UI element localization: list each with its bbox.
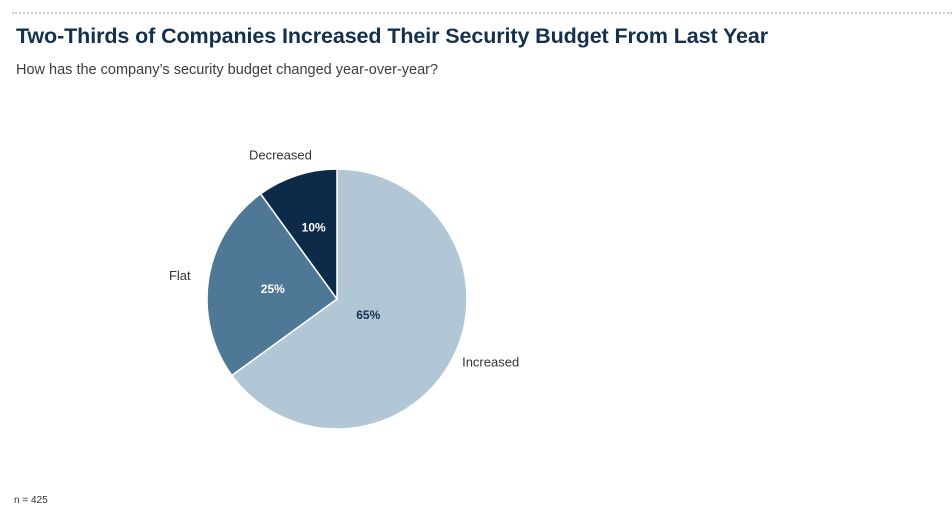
slice-category-label-decreased: Decreased [249,148,312,163]
pie-slice-decreased [259,168,338,302]
slice-category-label-flat: Flat [169,268,191,283]
top-dotted-divider [12,12,952,14]
pie-slice-increased [230,168,468,430]
slice-category-label-increased: Increased [462,355,519,370]
pie-slice-flat [206,192,339,377]
sample-size-note: n = 425 [14,495,48,506]
slice-value-label-flat: 25% [261,282,285,296]
slice-value-label-decreased: 10% [302,220,326,234]
chart-subtitle: How has the company’s security budget ch… [16,62,439,78]
chart-title: Two-Thirds of Companies Increased Their … [16,24,769,48]
slice-value-label-increased: 65% [356,308,380,322]
